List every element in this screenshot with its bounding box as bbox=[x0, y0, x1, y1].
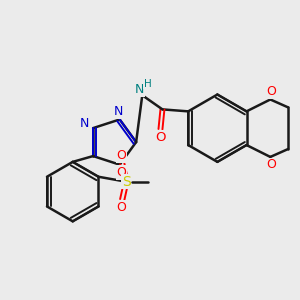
Text: N: N bbox=[135, 83, 144, 96]
Text: O: O bbox=[266, 85, 276, 98]
Text: O: O bbox=[266, 158, 276, 171]
Text: S: S bbox=[122, 175, 130, 189]
Text: O: O bbox=[155, 130, 166, 144]
Text: O: O bbox=[117, 166, 127, 179]
Text: O: O bbox=[116, 149, 126, 162]
Text: H: H bbox=[144, 79, 152, 88]
Text: N: N bbox=[114, 105, 123, 118]
Text: O: O bbox=[116, 201, 126, 214]
Text: N: N bbox=[80, 117, 89, 130]
